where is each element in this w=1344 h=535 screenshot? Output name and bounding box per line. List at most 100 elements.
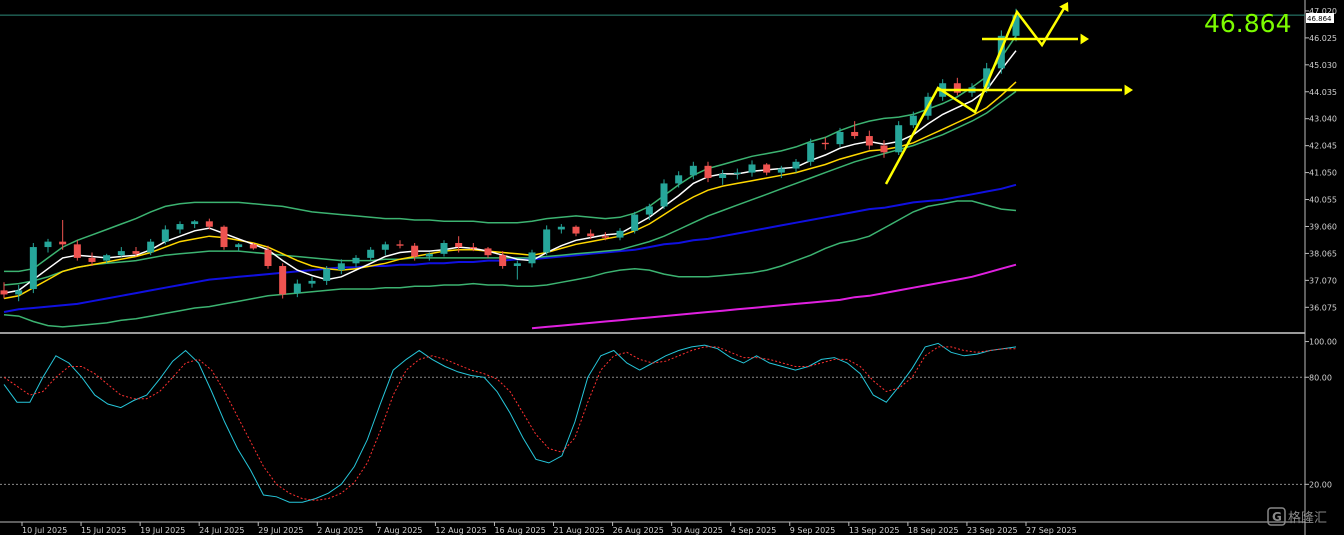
date-tick-label: 2 Aug 2025 — [317, 526, 363, 535]
candle-body — [220, 226, 228, 248]
date-tick-label: 18 Sep 2025 — [908, 526, 959, 535]
date-tick-label: 13 Sep 2025 — [849, 526, 900, 535]
candle-body — [103, 255, 111, 261]
candle-body — [235, 244, 243, 248]
date-tick-label: 26 Aug 2025 — [613, 526, 664, 535]
candle-body — [367, 249, 375, 258]
candle-body — [572, 226, 580, 234]
candle-body — [909, 115, 917, 126]
date-tick-label: 27 Sep 2025 — [1026, 526, 1077, 535]
price-tick-label: 43.040 — [1309, 115, 1337, 124]
osc-tick-label: 100.00 — [1309, 338, 1337, 347]
candle-body — [807, 142, 815, 162]
oscillator-levels — [0, 376, 1305, 485]
candle-body — [88, 257, 96, 262]
candle-body — [484, 248, 492, 256]
date-tick-label: 29 Jul 2025 — [258, 526, 303, 535]
date-tick-label: 9 Sep 2025 — [790, 526, 836, 535]
annotation-arrows — [884, 2, 1133, 185]
candle-body — [660, 183, 668, 207]
candle-body — [719, 173, 727, 179]
candle-body — [499, 255, 507, 267]
candle-body — [132, 251, 140, 254]
candle-body — [880, 145, 888, 153]
ma-white-line — [3, 50, 1017, 294]
candle-body — [748, 164, 756, 173]
price-tick-label: 36.075 — [1309, 303, 1337, 312]
candle-body — [264, 249, 272, 267]
candle-body — [528, 252, 536, 264]
candle-body — [821, 142, 829, 145]
candle-body — [352, 257, 360, 264]
osc-tick-label: 80.00 — [1309, 373, 1332, 382]
candle-body — [836, 131, 844, 145]
candle-body — [543, 229, 551, 253]
price-tick-label: 41.050 — [1309, 169, 1337, 178]
candle-body — [425, 253, 433, 257]
candle-body — [1012, 15, 1020, 36]
price-tick-label: 39.060 — [1309, 222, 1337, 231]
stochastic-oscillator — [3, 342, 1017, 503]
current-price-tag — [1306, 13, 1334, 23]
candle-body — [381, 244, 389, 250]
candle-body — [601, 236, 609, 238]
candle-body — [865, 136, 873, 146]
candle-body — [279, 266, 287, 295]
candle-body — [161, 229, 169, 242]
zigzag-arrow-line — [884, 4, 1068, 185]
watermark-logo-box — [1267, 507, 1286, 526]
ma-blue-line — [3, 183, 1017, 313]
candle-body — [249, 244, 257, 249]
watermark-text: 格隆汇 — [1288, 510, 1327, 526]
candle-body — [0, 290, 8, 295]
candle-body — [675, 175, 683, 184]
candle-body — [704, 165, 712, 179]
candle-body — [44, 241, 52, 248]
date-tick-label: 19 Jul 2025 — [140, 526, 185, 535]
candle-body — [587, 233, 595, 237]
candle-body — [191, 221, 199, 225]
candle-body — [147, 241, 155, 253]
price-tick-label: 40.055 — [1309, 196, 1337, 205]
candle-body — [895, 125, 903, 153]
support-arrow-lower-head — [1124, 84, 1133, 96]
candle-body — [469, 247, 477, 249]
price-tick-label: 38.065 — [1309, 249, 1337, 258]
zigzag-arrow-head — [1059, 2, 1069, 12]
current-price-tag-label: 46.864 — [1307, 15, 1332, 23]
candle-body — [15, 290, 23, 295]
candle-body — [953, 83, 961, 93]
candle-body — [117, 251, 125, 256]
price-tick-label: 37.070 — [1309, 276, 1337, 285]
stoch-signal-line — [3, 346, 1016, 501]
candle-body — [645, 206, 653, 215]
candle-body — [323, 268, 331, 281]
candle-body — [308, 280, 316, 284]
indicator-lines — [3, 35, 1017, 330]
candle-body — [205, 221, 213, 227]
candle-body — [557, 226, 565, 230]
date-tick-label: 4 Sep 2025 — [731, 526, 777, 535]
date-tick-label: 23 Sep 2025 — [967, 526, 1018, 535]
date-tick-label: 16 Aug 2025 — [494, 526, 545, 535]
candle-body — [689, 165, 697, 176]
date-tick-label: 7 Aug 2025 — [376, 526, 422, 535]
bollinger-lower-line — [3, 200, 1017, 328]
candle-body — [293, 283, 301, 294]
candle-body — [337, 263, 345, 271]
oscillator-axis: 100.00 80.00 20.00 — [1305, 338, 1337, 489]
bollinger-middle-line — [3, 90, 1017, 286]
price-axis: 47.020 46.025 45.030 44.035 43.040 42.045 41.0… — [1305, 7, 1337, 312]
watermark-logo: G — [1272, 510, 1282, 524]
time-axis: 10 Jul 2025 15 Jul 2025 19 Jul 2025 24 Jul … — [21, 522, 1077, 535]
date-tick-label: 30 Aug 2025 — [672, 526, 723, 535]
candle-body — [733, 172, 741, 174]
support-arrow-upper-head — [1080, 33, 1089, 45]
candle-body — [616, 230, 624, 238]
date-tick-label: 12 Aug 2025 — [435, 526, 486, 535]
candle-body — [59, 241, 67, 245]
candle-body — [29, 247, 37, 290]
candle-body — [440, 242, 448, 254]
